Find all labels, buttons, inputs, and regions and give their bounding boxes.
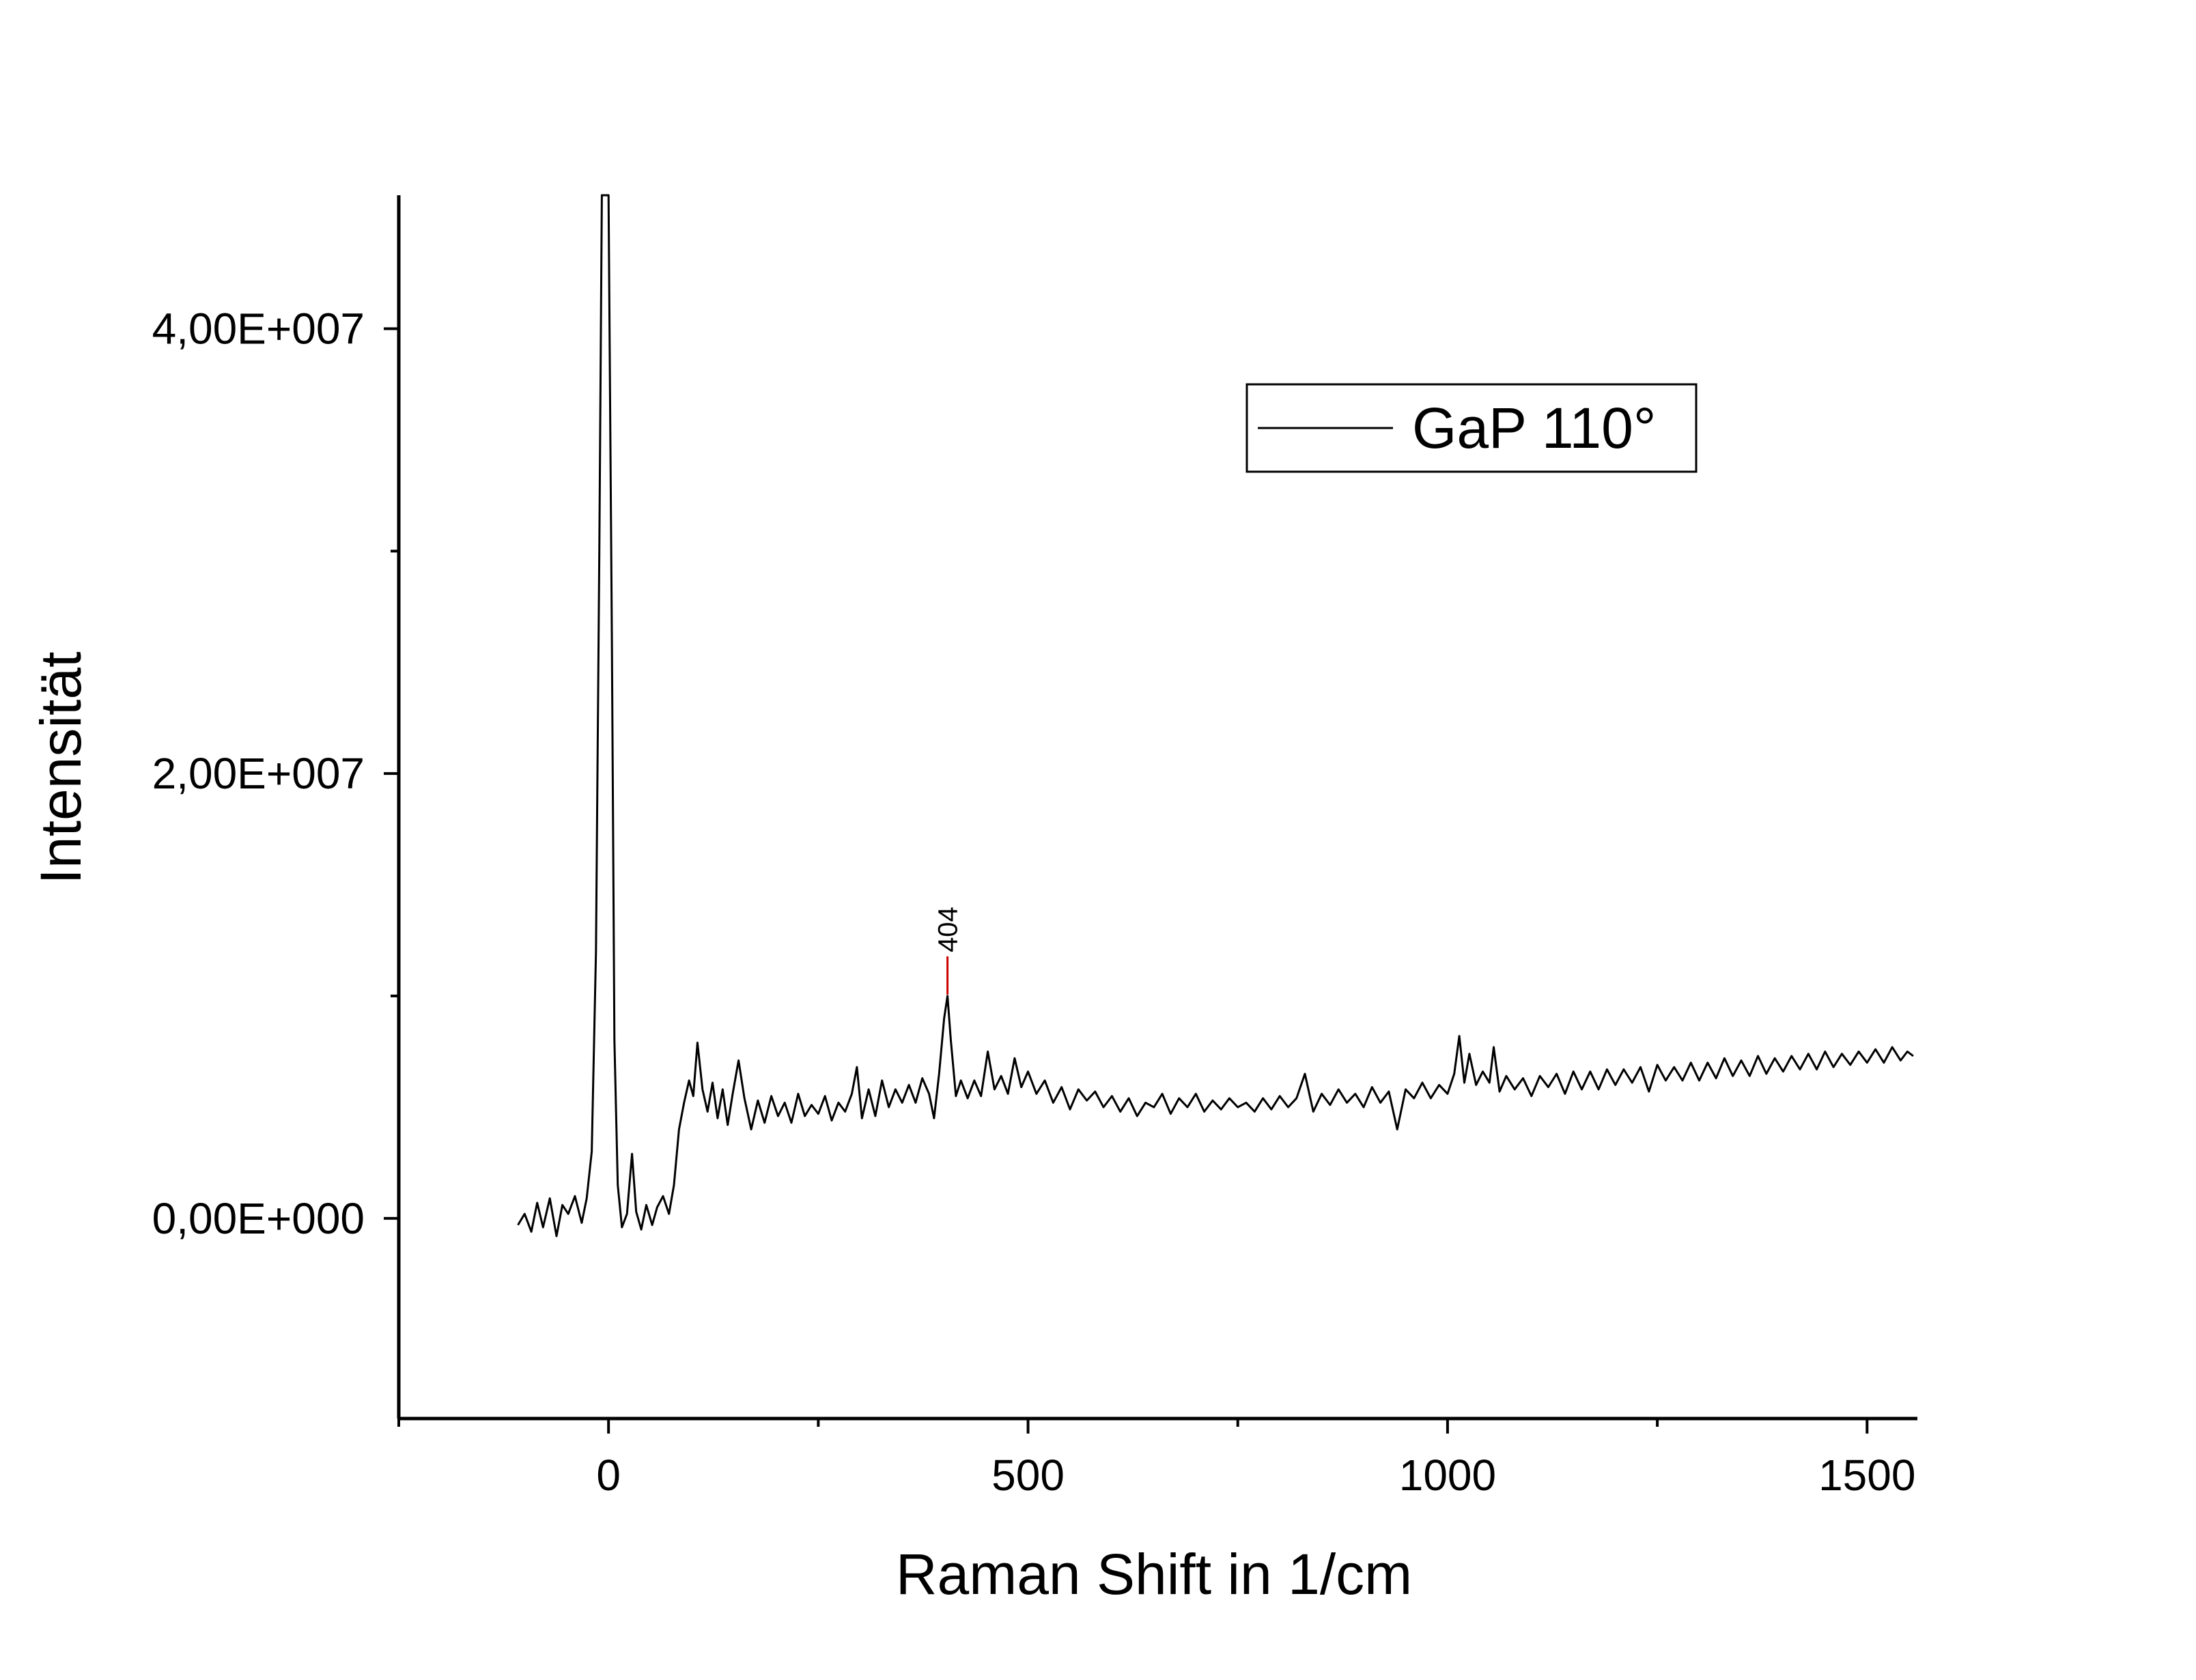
x-tick-label: 500	[991, 1451, 1065, 1500]
legend-label: GaP 110°	[1412, 396, 1656, 460]
x-tick-label: 1500	[1818, 1451, 1915, 1500]
series-layer	[517, 194, 1914, 1238]
y-tick-label: 4,00E+007	[152, 304, 365, 353]
x-axis-title: Raman Shift in 1/cm	[896, 1542, 1412, 1606]
y-tick-label: 0,00E+000	[152, 1194, 365, 1243]
series-line	[517, 194, 1914, 1238]
ticks: 0 500 1000 1500 0,00E+000 2,00E+007 4,00E+007	[152, 304, 1916, 1500]
y-axis-title: Intensität	[29, 652, 93, 885]
axes	[397, 195, 1917, 1421]
x-tick-label: 0	[596, 1451, 621, 1500]
peak-label: 404	[933, 907, 963, 952]
annotation-layer: 404	[933, 907, 963, 995]
legend: GaP 110°	[1245, 383, 1698, 473]
y-tick-label: 2,00E+007	[152, 749, 365, 798]
x-tick-label: 1000	[1399, 1451, 1496, 1500]
